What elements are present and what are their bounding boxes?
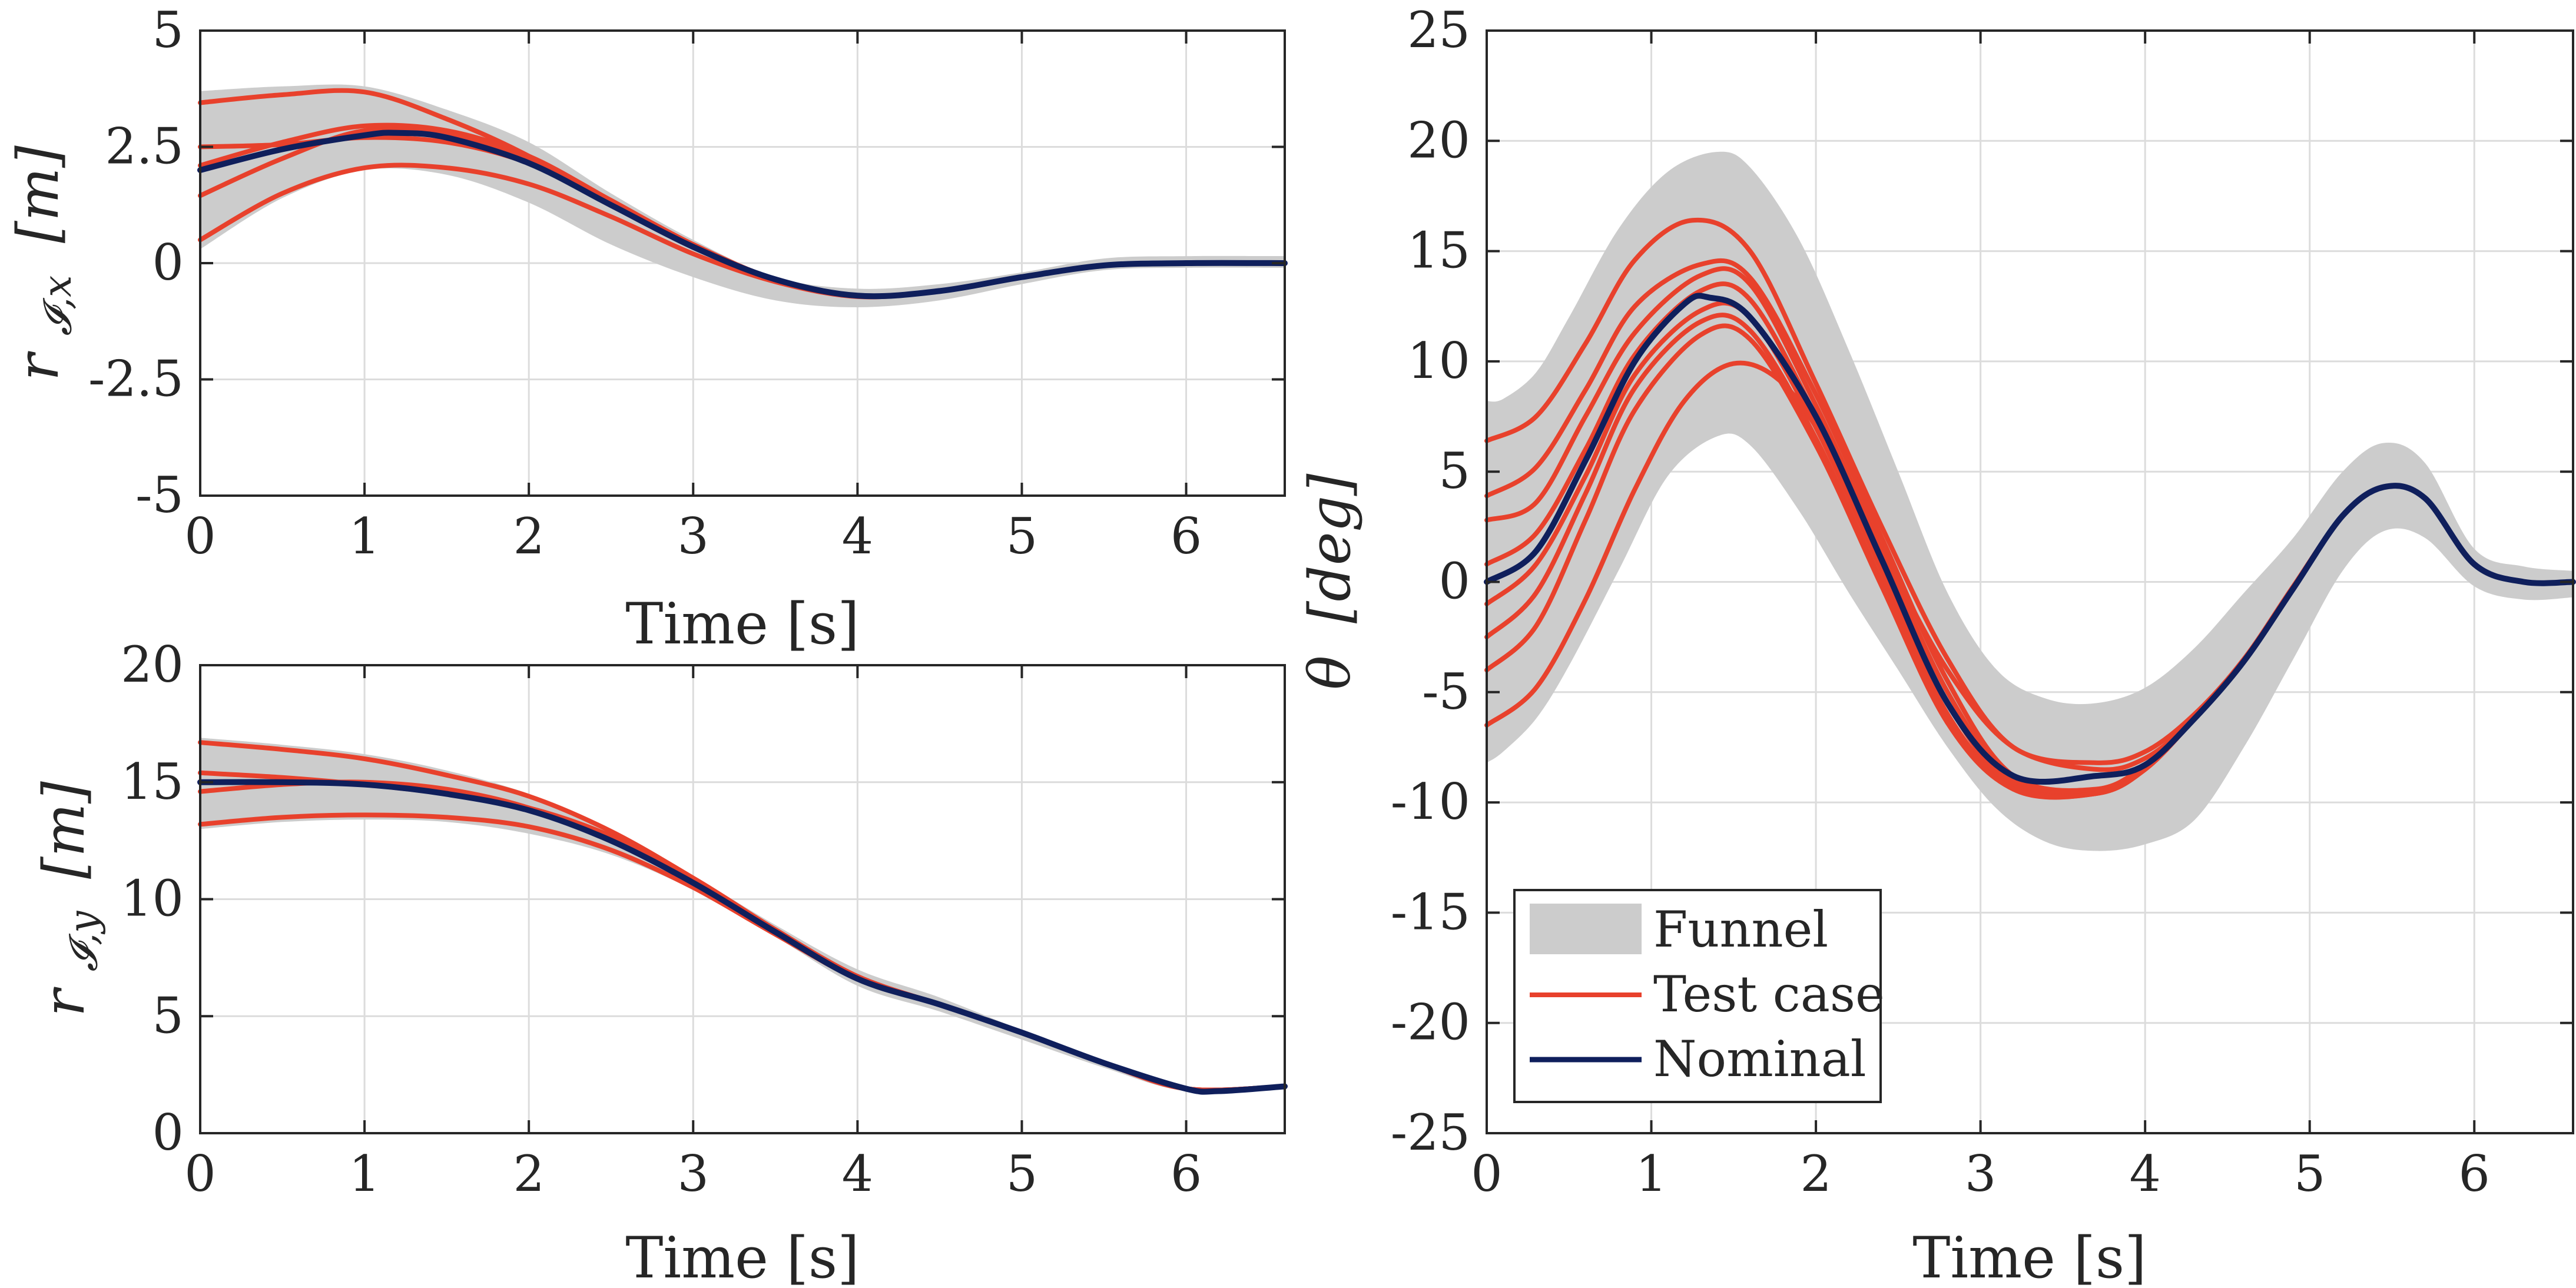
theta-y-tick-label-8: 15 [1407,222,1470,280]
theta-y-tick-label-9: 20 [1407,111,1470,169]
rx-y-tick-label-3: 2.5 [105,118,184,175]
ry-y-tick-label-4: 20 [121,636,184,693]
theta-y-tick-label-1: -20 [1391,994,1470,1051]
rx-y-axis-label: r 𝓘,x [m] [5,145,84,381]
panel-theta: 0 1 2 3 4 5 6 -25 -20 -15 -10 -5 0 5 10 15 20 25 Time [s]… [1297,1,2576,1288]
svg-text:r 𝓘,x [m]: r 𝓘,x [m] [5,145,84,381]
rx-nominal-line [197,130,1288,300]
rx-x-tick-label-6: 6 [1171,507,1202,565]
ry-x-tick-label-5: 5 [1006,1145,1037,1203]
ry-y-axis-label-unit: [m] [31,781,97,879]
theta-y-tick-label-2: -15 [1391,883,1470,941]
legend-test-case-label: Test case [1653,965,1885,1023]
ry-x-tick-label-0: 0 [184,1145,216,1203]
ry-x-tick-label-4: 4 [842,1145,873,1203]
theta-x-axis-label: Time [s] [1912,1225,2146,1288]
rx-nominal-layer [197,130,1288,300]
ry-y-tick-label-3: 15 [121,753,184,811]
theta-x-tick-label-1: 1 [1636,1145,1667,1203]
theta-y-tick-label-4: -5 [1422,663,1470,721]
theta-x-tick-label-2: 2 [1800,1145,1831,1203]
legend-funnel-swatch [1530,904,1642,954]
ry-x-tick-label-1: 1 [349,1145,380,1203]
theta-y-tick-label-6: 5 [1439,442,1470,500]
theta-y-axis-label-main: θ [1297,656,1363,690]
theta-nominal-layer [1484,293,2576,785]
legend-funnel-label: Funnel [1653,901,1828,958]
theta-y-tick-label-7: 10 [1407,332,1470,390]
rx-y-tick-label-2: 0 [152,234,184,291]
rx-x-tick-label-5: 5 [1006,507,1037,565]
rx-x-tick-label-1: 1 [349,507,380,565]
ry-y-axis-label-main: r [31,987,97,1017]
theta-nominal-line [1484,293,2576,785]
rx-y-tick-label-4: 5 [152,1,184,59]
rx-y-tick-label-0: -5 [135,466,184,524]
rx-x-tick-label-2: 2 [513,507,544,565]
theta-y-axis-label-unit: [deg] [1297,473,1363,623]
theta-y-tick-label-10: 25 [1407,1,1470,59]
theta-x-tick-label-0: 0 [1471,1145,1502,1203]
theta-x-tick-label-6: 6 [2459,1145,2490,1203]
theta-ticks: 0 1 2 3 4 5 6 -25 -20 -15 -10 -5 0 5 10 15 20 25 [1391,1,2573,1203]
ry-ticks: 0 1 2 3 4 5 6 0 5 10 15 20 [121,636,1285,1203]
rx-x-tick-label-0: 0 [184,507,216,565]
ry-x-tick-label-2: 2 [513,1145,544,1203]
rx-y-axis-label-unit: [m] [5,145,71,243]
theta-y-tick-label-0: -25 [1391,1104,1470,1161]
ry-x-tick-label-6: 6 [1171,1145,1202,1203]
theta-x-tick-label-3: 3 [1965,1145,1996,1203]
ry-y-tick-label-2: 10 [121,870,184,928]
ry-y-axis-label-sub: 𝓘,y [61,911,106,972]
rx-ticks: 0 1 2 3 4 5 6 -5 -2.5 0 2.5 5 [88,1,1285,565]
ry-y-tick-label-1: 5 [152,987,184,1044]
panel-ry: 0 1 2 3 4 5 6 0 5 10 15 20 Time [s] r 𝓘,y [m] [31,636,1288,1288]
rx-x-tick-label-4: 4 [842,507,873,565]
svg-text:θ [deg]: θ [deg] [1297,473,1363,689]
svg-text:r 𝓘,y [m]: r 𝓘,y [m] [31,781,110,1017]
legend-nominal-label: Nominal [1653,1030,1866,1088]
ry-x-axis-label: Time [s] [625,1225,859,1288]
rx-y-tick-label-1: -2.5 [88,350,184,408]
theta-x-tick-label-5: 5 [2294,1145,2325,1203]
panel-rx: 0 1 2 3 4 5 6 -5 -2.5 0 2.5 5 Time [s] r 𝓘,x [m] [5,1,1288,657]
rx-x-axis-label: Time [s] [625,591,859,657]
ry-y-axis-label: r 𝓘,y [m] [31,781,110,1017]
ry-y-tick-label-0: 0 [152,1104,184,1161]
theta-y-tick-label-5: 0 [1439,553,1470,610]
theta-y-tick-label-3: -10 [1391,773,1470,831]
theta-x-tick-label-4: 4 [2129,1145,2160,1203]
ry-x-tick-label-3: 3 [678,1145,709,1203]
rx-y-axis-label-sub: 𝓘,x [35,275,80,336]
ry-nominal-line [197,779,1288,1095]
theta-y-axis-label: θ [deg] [1297,473,1363,689]
ry-nominal-layer [197,779,1288,1095]
rx-x-tick-label-3: 3 [678,507,709,565]
legend: Funnel Test case Nominal [1513,889,1885,1103]
rx-y-axis-label-main: r [5,351,71,381]
